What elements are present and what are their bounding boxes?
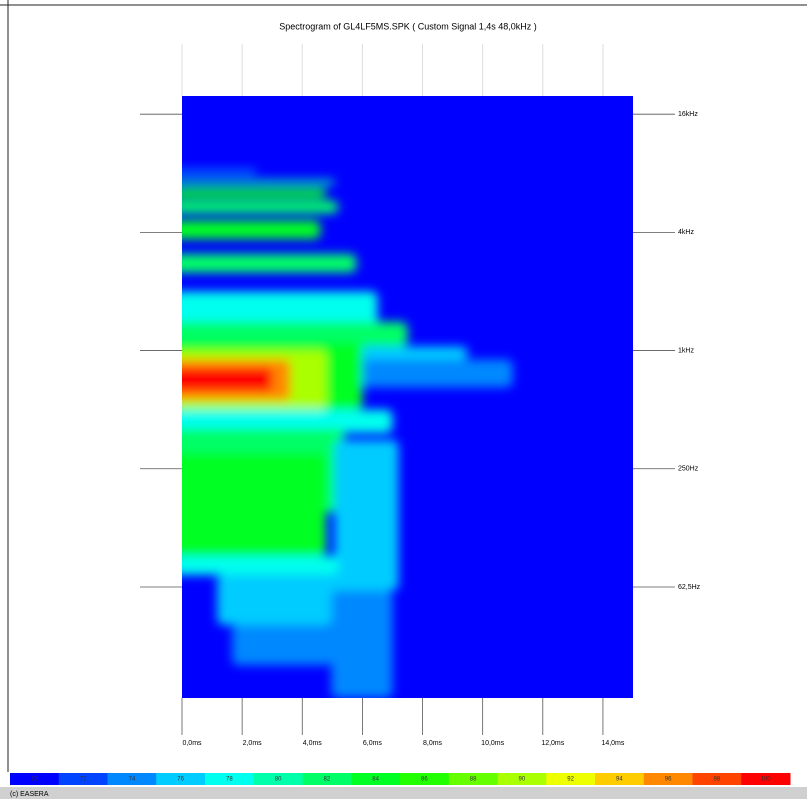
- status-bar: [0, 787, 807, 799]
- colorbar-label: 96: [665, 777, 672, 783]
- x-tick-label: 14,0ms: [601, 740, 624, 747]
- x-tick-label: 0,0ms: [182, 740, 202, 747]
- spectrogram-cell: [334, 440, 398, 590]
- colorbar-label: 84: [372, 777, 379, 783]
- colorbar-label: 76: [177, 777, 184, 783]
- x-tick-label: 10,0ms: [481, 740, 504, 747]
- colorbar-label: 80: [275, 777, 282, 783]
- colorbar-label: 82: [324, 777, 331, 783]
- spectrogram-cell: [172, 180, 335, 185]
- colorbar-label: 90: [519, 777, 526, 783]
- spectrogram-cell: [232, 625, 332, 665]
- colorbar-label: 72: [80, 777, 87, 783]
- colorbar-label: 98: [714, 777, 721, 783]
- spectrogram-cell: [217, 575, 338, 625]
- spectrogram-cell: [172, 556, 338, 575]
- spectrogram-cell: [172, 201, 338, 214]
- x-tick-label: 12,0ms: [541, 740, 564, 747]
- chart-title: Spectrogram of GL4LF5MS.SPK ( Custom Sig…: [279, 21, 537, 31]
- spectrogram-cell: [172, 188, 326, 197]
- colorbar-label: 92: [567, 777, 574, 783]
- colorbar-label: 86: [421, 777, 428, 783]
- y-tick-label: 1kHz: [678, 347, 694, 354]
- colorbar-label: 88: [470, 777, 477, 783]
- colorbar-label: 100: [761, 777, 772, 783]
- y-tick-label: 62,5Hz: [678, 584, 701, 591]
- spectrogram-cell: [331, 590, 392, 698]
- spectrogram-cell: [172, 170, 257, 173]
- spectrogram-cell: [172, 220, 320, 239]
- x-tick-label: 6,0ms: [363, 740, 383, 747]
- spectrogram-cell: [172, 453, 326, 556]
- x-tick-label: 2,0ms: [243, 740, 263, 747]
- y-tick-label: 4kHz: [678, 229, 694, 236]
- x-tick-label: 8,0ms: [423, 740, 443, 747]
- colorbar-label: 70: [31, 777, 38, 783]
- colorbar-label: 74: [129, 777, 136, 783]
- y-tick-label: 250Hz: [678, 466, 699, 473]
- colorbar-label: 78: [226, 777, 233, 783]
- x-tick-label: 4,0ms: [303, 740, 323, 747]
- spectrogram-cell: [172, 254, 356, 272]
- chart: Spectrogram of GL4LF5MS.SPK ( Custom Sig…: [0, 0, 807, 799]
- spectrogram-cell: [172, 367, 272, 391]
- colorbar-label: 94: [616, 777, 623, 783]
- y-tick-label: 16kHz: [678, 111, 698, 118]
- footer: (c) EASERA: [10, 791, 49, 798]
